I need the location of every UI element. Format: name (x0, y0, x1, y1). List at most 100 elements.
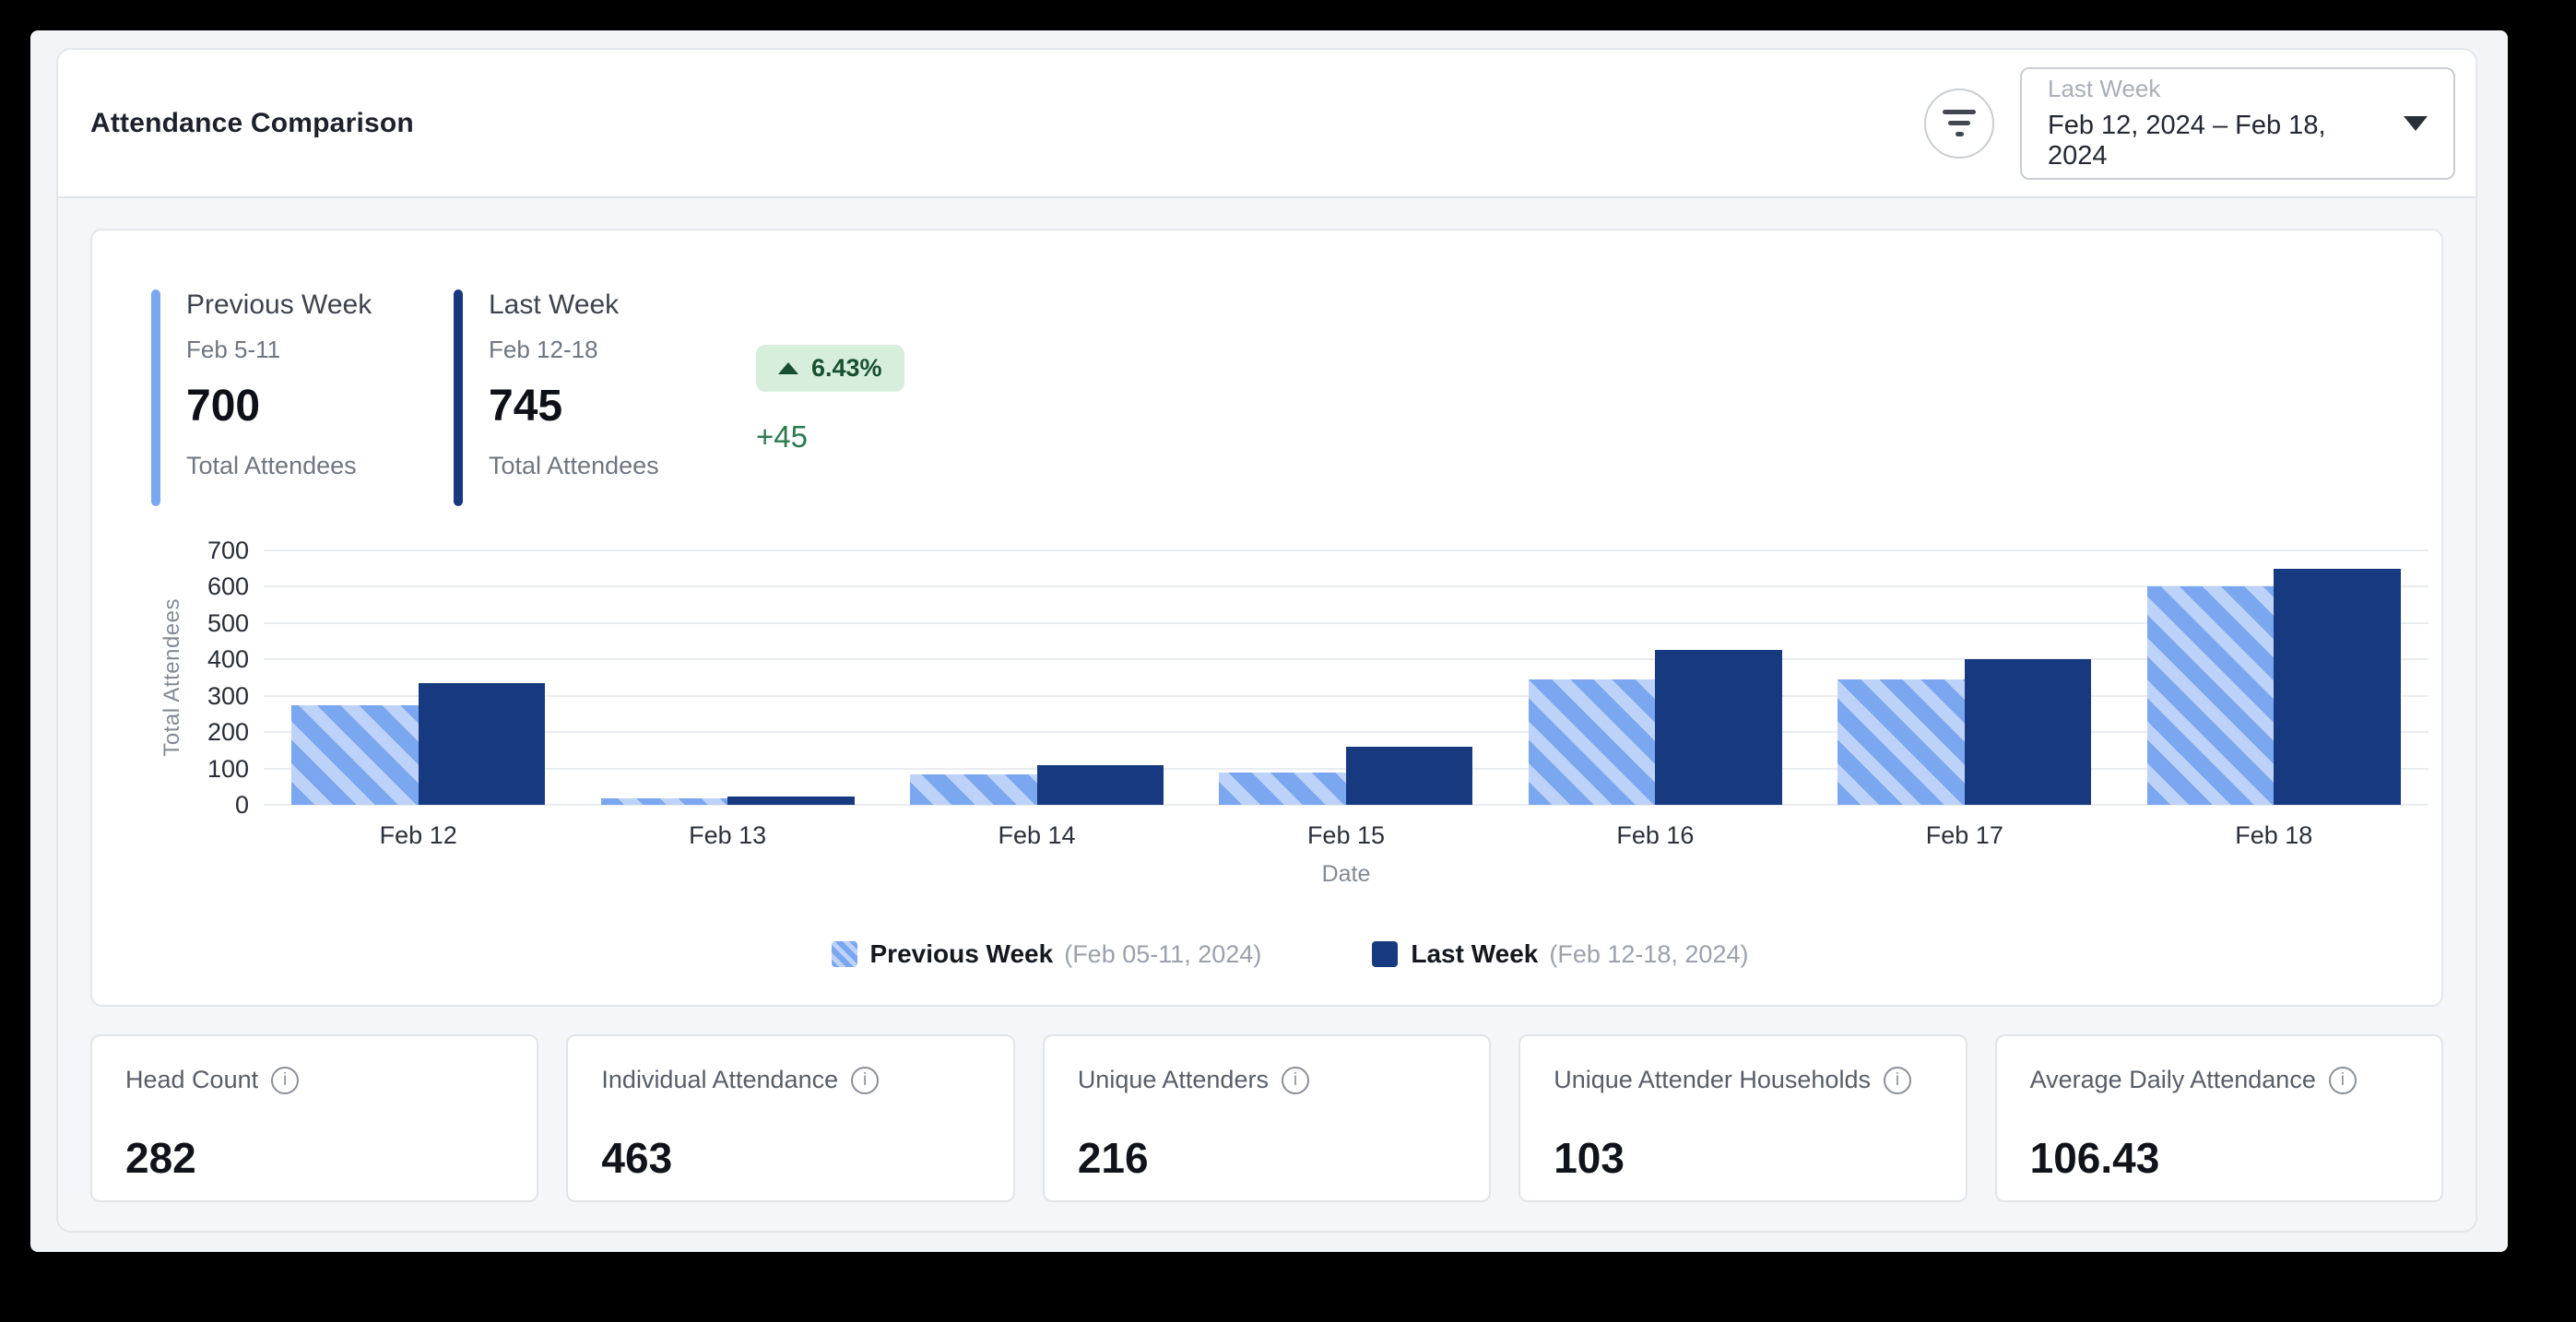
stat-label-row: Individual Attendance i (601, 1066, 979, 1094)
last-week-bar-feb-17 (1964, 659, 2092, 805)
previous-week-bar-feb-18 (2146, 586, 2275, 805)
last-week-caption: Total Attendees (489, 452, 659, 479)
previous-week-caption: Total Attendees (186, 452, 357, 479)
info-icon[interactable]: i (851, 1066, 880, 1094)
stat-label: Average Daily Attendance (2029, 1066, 2316, 1093)
plot-area (264, 549, 2428, 806)
gridline-700 (264, 549, 2428, 551)
stat-value: 463 (601, 1134, 673, 1182)
previous-week-texts: Previous Week Feb 5-11 700 Total Attende… (186, 289, 372, 506)
legend-name: Previous Week (869, 939, 1054, 968)
app-background: Attendance Comparison Last Week Feb 12, … (30, 30, 2508, 1252)
bar-group-feb-12 (264, 550, 573, 805)
last-week-title: Last Week (489, 289, 620, 320)
bar-groups (264, 550, 2428, 805)
plot-column: Feb 12 Feb 13 Feb 14 Feb 15 Feb 16 Feb 17 Feb … (264, 549, 2428, 888)
header-controls: Last Week Feb 12, 2024 – Feb 18, 2024 (1924, 66, 2455, 180)
panel-body: Previous Week Feb 5-11 700 Total Attende… (58, 198, 2476, 1231)
stat-card-unique-attenders: Unique Attenders i 216 (1042, 1034, 1492, 1202)
previous-week-summary: Previous Week Feb 5-11 700 Total Attende… (151, 289, 454, 506)
last-week-bar-feb-12 (418, 682, 546, 805)
y-axis-ticks: 0 100 200 300 400 500 600 700 (194, 537, 264, 818)
info-icon[interactable]: i (1883, 1066, 1911, 1094)
stat-card-individual-attendance: Individual Attendance i 463 (566, 1034, 1015, 1202)
x-tick-label-feb-14: Feb 14 (998, 821, 1076, 849)
info-icon[interactable]: i (271, 1066, 300, 1094)
previous-week-bar-feb-13 (600, 797, 728, 805)
info-icon[interactable]: i (2328, 1066, 2357, 1094)
last-week-bar-feb-13 (727, 797, 855, 805)
y-tick-label-100: 100 (207, 754, 249, 783)
y-tick-label-700: 700 (207, 537, 249, 564)
y-tick-label-500: 500 (207, 608, 249, 637)
delta-value: +45 (756, 419, 808, 454)
page-title: Attendance Comparison (90, 107, 414, 138)
bar-group-feb-18 (2120, 550, 2428, 805)
previous-week-accent-bar (151, 289, 160, 506)
legend-item-last-week[interactable]: Last Week (Feb 12-18, 2024) (1372, 939, 1748, 969)
y-tick-label-300: 300 (207, 681, 249, 710)
previous-week-bar-feb-16 (1528, 679, 1656, 805)
gridline-300 (264, 694, 2428, 697)
last-week-accent-bar (454, 289, 463, 506)
x-tick-label-feb-18: Feb 18 (2235, 821, 2313, 849)
previous-week-bar-feb-12 (291, 704, 419, 805)
filter-button[interactable] (1924, 88, 1994, 159)
legend-item-previous-week[interactable]: Previous Week (Feb 05-11, 2024) (831, 939, 1262, 969)
stats-row: Head Count i 282 Individual Attendance i 463 U… (90, 1034, 2444, 1202)
x-tick-label-feb-12: Feb 12 (379, 821, 457, 849)
bar-group-feb-15 (1191, 550, 1500, 805)
bar-group-feb-13 (573, 550, 881, 805)
last-week-bar-feb-18 (2274, 568, 2401, 805)
bar-group-feb-14 (882, 550, 1191, 805)
stat-value: 282 (125, 1134, 196, 1182)
bar-chart: Total Attendees 0 100 200 300 400 500 600 700 F… (151, 537, 2428, 888)
change-summary: 6.43% +45 (756, 289, 904, 454)
previous-week-bar-feb-17 (1837, 679, 1965, 805)
stat-label-row: Average Daily Attendance i (2030, 1066, 2408, 1094)
period-dropdown-text: Last Week Feb 12, 2024 – Feb 18, 2024 (2048, 75, 2385, 171)
bar-group-feb-16 (1501, 550, 1810, 805)
x-tick-label-feb-16: Feb 16 (1616, 821, 1695, 849)
stat-label-row: Unique Attenders i (1078, 1066, 1456, 1094)
panel-header: Attendance Comparison Last Week Feb 12, … (58, 50, 2476, 198)
legend-date-range: (Feb 05-11, 2024) (1064, 939, 1262, 968)
period-dropdown-value: Feb 12, 2024 – Feb 18, 2024 (2048, 111, 2326, 171)
info-icon[interactable]: i (1281, 1066, 1309, 1094)
previous-week-range: Feb 5-11 (186, 336, 281, 363)
period-dropdown-label: Last Week (2048, 75, 2161, 102)
last-week-bar-feb-16 (1655, 650, 1782, 805)
x-axis-labels: Feb 12 Feb 13 Feb 14 Feb 15 Feb 16 Feb 17 Feb … (264, 821, 2428, 850)
legend-date-range: (Feb 12-18, 2024) (1549, 939, 1749, 968)
stat-value: 103 (1554, 1134, 1625, 1182)
gridline-200 (264, 731, 2428, 734)
attendance-comparison-panel: Attendance Comparison Last Week Feb 12, … (56, 48, 2477, 1233)
legend-name: Last Week (1411, 939, 1539, 968)
stat-label: Unique Attender Households (1554, 1066, 1871, 1093)
stat-card-unique-attender-households: Unique Attender Households i 103 (1518, 1034, 1967, 1202)
stat-value: 216 (1077, 1134, 1149, 1182)
x-axis-title: Date (1321, 861, 1371, 887)
chevron-down-icon (2404, 115, 2428, 131)
percent-change-badge: 6.43% (756, 345, 904, 392)
bar-group-feb-17 (1810, 550, 2119, 805)
legend-swatch-solid (1372, 941, 1399, 967)
stat-label: Unique Attenders (1077, 1066, 1269, 1093)
stat-label-row: Unique Attender Households i (1554, 1066, 1932, 1094)
y-tick-label-200: 200 (207, 718, 249, 747)
period-dropdown[interactable]: Last Week Feb 12, 2024 – Feb 18, 2024 (2020, 66, 2455, 180)
legend-swatch-striped (831, 941, 857, 967)
y-tick-label-400: 400 (207, 645, 249, 674)
previous-week-total: 700 (186, 382, 261, 431)
comparison-summary: Previous Week Feb 5-11 700 Total Attende… (151, 289, 2428, 506)
last-week-range: Feb 12-18 (489, 336, 598, 363)
gridline-0 (264, 804, 2428, 806)
gridline-600 (264, 585, 2428, 588)
x-tick-label-feb-15: Feb 15 (1306, 821, 1385, 849)
previous-week-bar-feb-14 (910, 773, 1037, 805)
gridline-400 (264, 658, 2428, 661)
stat-card-head-count: Head Count i 282 (90, 1034, 539, 1202)
x-tick-label-feb-17: Feb 17 (1925, 821, 2003, 849)
filter-icon (1943, 110, 1976, 136)
chart-legend: Previous Week (Feb 05-11, 2024) Last Week (… (151, 939, 2428, 969)
